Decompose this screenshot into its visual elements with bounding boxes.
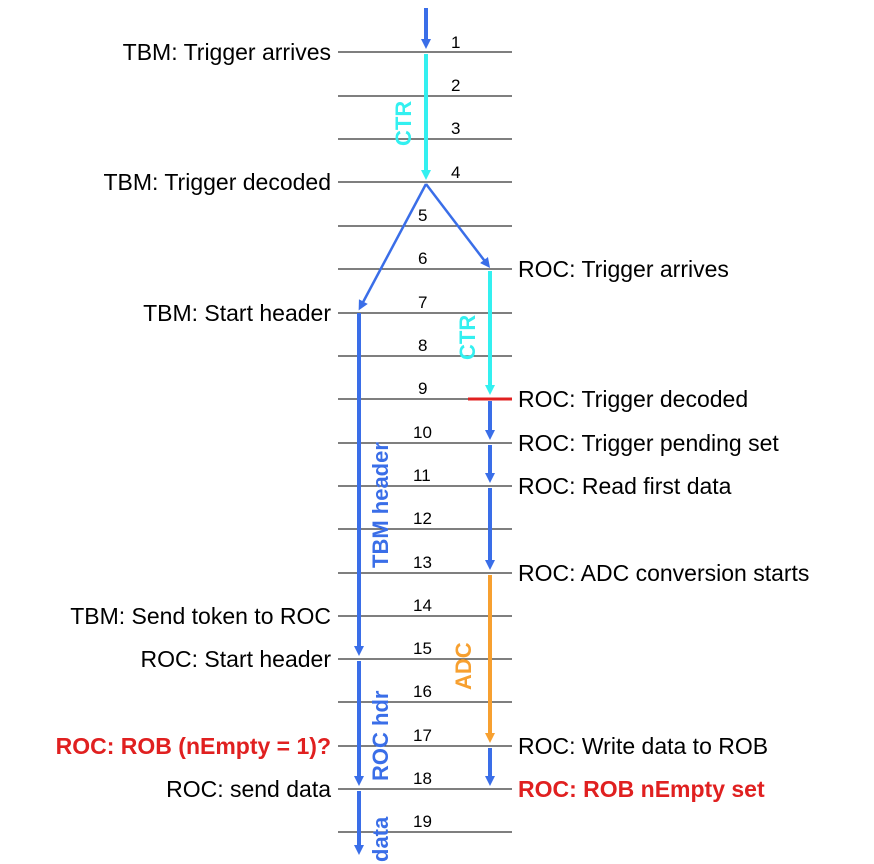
arrows bbox=[354, 8, 512, 855]
step-number: 6 bbox=[418, 249, 427, 268]
step-number: 3 bbox=[451, 119, 460, 138]
roc-trigger-pending-label: ROC: Trigger pending set bbox=[518, 430, 779, 456]
step-number: 2 bbox=[451, 76, 460, 95]
step-number: 1 bbox=[451, 33, 460, 52]
roc-trigger-decoded-label: ROC: Trigger decoded bbox=[518, 386, 748, 412]
step-number: 16 bbox=[413, 682, 432, 701]
step-number: 11 bbox=[413, 466, 431, 485]
roc-write-rob-label: ROC: Write data to ROB bbox=[518, 733, 768, 759]
step-numbers: 1 2 3 4 5 6 7 8 9 10 11 12 13 14 15 16 1… bbox=[413, 33, 460, 831]
tbm-start-header-label: TBM: Start header bbox=[143, 300, 331, 326]
tbm-trigger-decoded-label: TBM: Trigger decoded bbox=[103, 169, 331, 195]
step-number: 15 bbox=[413, 639, 432, 658]
vertical-labels: CTR CTR TBM header ADC ROC hdr data bbox=[368, 101, 480, 862]
roc-send-data-label: ROC: send data bbox=[166, 776, 331, 802]
step-lines bbox=[338, 51, 512, 833]
step-number: 18 bbox=[413, 769, 432, 788]
step-number: 8 bbox=[418, 336, 427, 355]
step-number: 4 bbox=[451, 163, 460, 182]
split-to-roc-arrow bbox=[425, 183, 491, 268]
tbm-trigger-arrives-label: TBM: Trigger arrives bbox=[123, 39, 331, 65]
adc-label: ADC bbox=[451, 642, 476, 690]
right-labels: ROC: Trigger arrives ROC: Trigger decode… bbox=[518, 256, 809, 802]
step-number: 17 bbox=[413, 726, 432, 745]
data-label: data bbox=[368, 816, 393, 862]
split-to-tbm-arrow bbox=[358, 183, 428, 311]
step-number: 19 bbox=[413, 812, 432, 831]
step-number: 13 bbox=[413, 553, 432, 572]
step-number: 12 bbox=[413, 509, 432, 528]
roc-ctr-label: CTR bbox=[455, 315, 480, 360]
tbm-header-label: TBM header bbox=[368, 442, 393, 568]
left-labels: TBM: Trigger arrives TBM: Trigger decode… bbox=[56, 39, 332, 802]
step-number: 9 bbox=[418, 379, 427, 398]
step-number: 14 bbox=[413, 596, 432, 615]
roc-read-first-data-label: ROC: Read first data bbox=[518, 473, 732, 499]
step-number: 10 bbox=[413, 423, 432, 442]
roc-rob-check-label: ROC: ROB (nEmpty = 1)? bbox=[56, 733, 331, 759]
roc-trigger-arrives-label: ROC: Trigger arrives bbox=[518, 256, 729, 282]
roc-hdr-label: ROC hdr bbox=[368, 690, 393, 781]
tbm-send-token-label: TBM: Send token to ROC bbox=[70, 603, 331, 629]
roc-start-header-label: ROC: Start header bbox=[141, 646, 332, 672]
roc-rob-nempty-label: ROC: ROB nEmpty set bbox=[518, 776, 765, 802]
roc-adc-starts-label: ROC: ADC conversion starts bbox=[518, 560, 809, 586]
step-number: 5 bbox=[418, 206, 427, 225]
step-number: 7 bbox=[418, 293, 427, 312]
tbm-ctr-label: CTR bbox=[391, 101, 416, 146]
